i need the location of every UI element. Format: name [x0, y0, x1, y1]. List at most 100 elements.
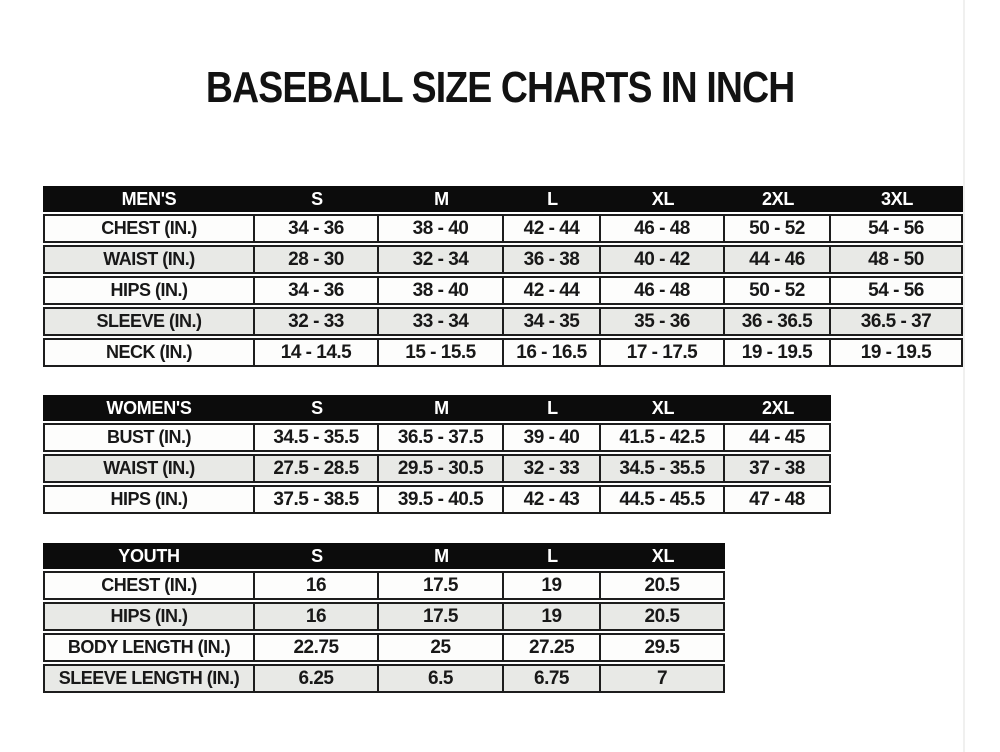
size-value-cell: 6.5 — [379, 664, 504, 693]
size-value-cell: 37.5 - 38.5 — [255, 485, 379, 514]
size-value-cell: 28 - 30 — [255, 245, 379, 274]
page-title: BASEBALL SIZE CHARTS IN INCH — [0, 66, 1000, 110]
table-row: SLEEVE (IN.) 32 - 33 33 - 34 34 - 35 35 - 36… — [43, 307, 963, 336]
youth-size-chart: YOUTH S M L XL CHEST (IN.) 16 17.5 19 20.5 HIPS (I… — [43, 541, 1000, 695]
table-row: BUST (IN.) 34.5 - 35.5 36.5 - 37.5 39 - 40 4… — [43, 423, 831, 452]
size-value-cell: 38 - 40 — [379, 276, 504, 305]
size-value-cell: 44 - 46 — [725, 245, 831, 274]
size-column-header: L — [504, 186, 601, 212]
tables-area: MEN'S S M L XL 2XL 3XL CHEST (IN.) 34 - 36 38 - 4… — [43, 184, 1000, 695]
size-value-cell: 38 - 40 — [379, 214, 504, 243]
size-value-cell: 36.5 - 37 — [831, 307, 963, 336]
row-label-cell: HIPS (IN.) — [43, 276, 255, 305]
size-column-header: S — [255, 395, 379, 421]
row-label-cell: WAIST (IN.) — [43, 245, 255, 274]
size-column-header: M — [379, 186, 504, 212]
row-label-cell: CHEST (IN.) — [43, 571, 255, 600]
table-group-header: WOMEN'S — [43, 395, 255, 421]
size-column-header: 2XL — [725, 186, 831, 212]
row-label-cell: HIPS (IN.) — [43, 602, 255, 631]
size-value-cell: 42 - 44 — [504, 276, 601, 305]
size-value-cell: 34 - 36 — [255, 214, 379, 243]
table-row: SLEEVE LENGTH (IN.) 6.25 6.5 6.75 7 — [43, 664, 725, 693]
page-title-text: BASEBALL SIZE CHARTS IN INCH — [205, 63, 795, 112]
size-column-header: XL — [601, 395, 725, 421]
size-table: WOMEN'S S M L XL 2XL BUST (IN.) 34.5 - 35.5 36.5… — [43, 393, 831, 516]
size-value-cell: 19 — [504, 602, 601, 631]
table-row: BODY LENGTH (IN.) 22.75 25 27.25 29.5 — [43, 633, 725, 662]
size-value-cell: 34.5 - 35.5 — [601, 454, 725, 483]
table-row: NECK (IN.) 14 - 14.5 15 - 15.5 16 - 16.5 17 … — [43, 338, 963, 367]
table-row: CHEST (IN.) 34 - 36 38 - 40 42 - 44 46 - 48 5… — [43, 214, 963, 243]
size-value-cell: 20.5 — [601, 602, 725, 631]
mens-size-chart: MEN'S S M L XL 2XL 3XL CHEST (IN.) 34 - 36 38 - 4… — [43, 184, 1000, 369]
size-column-header: XL — [601, 543, 725, 569]
size-value-cell: 44.5 - 45.5 — [601, 485, 725, 514]
size-value-cell: 36 - 38 — [504, 245, 601, 274]
row-label-cell: SLEEVE (IN.) — [43, 307, 255, 336]
row-label-cell: BUST (IN.) — [43, 423, 255, 452]
size-value-cell: 27.5 - 28.5 — [255, 454, 379, 483]
size-value-cell: 17 - 17.5 — [601, 338, 725, 367]
size-value-cell: 16 — [255, 571, 379, 600]
row-label-cell: WAIST (IN.) — [43, 454, 255, 483]
size-value-cell: 22.75 — [255, 633, 379, 662]
size-value-cell: 39 - 40 — [504, 423, 601, 452]
size-column-header: M — [379, 395, 504, 421]
size-value-cell: 54 - 56 — [831, 276, 963, 305]
size-column-header: M — [379, 543, 504, 569]
table-group-header: MEN'S — [43, 186, 255, 212]
header-row: MEN'S S M L XL 2XL 3XL — [43, 186, 963, 212]
size-value-cell: 32 - 33 — [504, 454, 601, 483]
size-value-cell: 39.5 - 40.5 — [379, 485, 504, 514]
size-value-cell: 44 - 45 — [725, 423, 831, 452]
header-row: YOUTH S M L XL — [43, 543, 725, 569]
row-label-cell: HIPS (IN.) — [43, 485, 255, 514]
size-value-cell: 35 - 36 — [601, 307, 725, 336]
size-value-cell: 17.5 — [379, 602, 504, 631]
size-value-cell: 37 - 38 — [725, 454, 831, 483]
scan-artifact-line — [963, 0, 965, 752]
size-table: MEN'S S M L XL 2XL 3XL CHEST (IN.) 34 - 36 38 - 4… — [43, 184, 963, 369]
size-value-cell: 32 - 33 — [255, 307, 379, 336]
size-column-header: 2XL — [725, 395, 831, 421]
size-value-cell: 41.5 - 42.5 — [601, 423, 725, 452]
size-value-cell: 20.5 — [601, 571, 725, 600]
size-value-cell: 19 - 19.5 — [831, 338, 963, 367]
womens-size-chart: WOMEN'S S M L XL 2XL BUST (IN.) 34.5 - 35.5 36.5… — [43, 393, 1000, 516]
size-column-header: S — [255, 543, 379, 569]
size-value-cell: 54 - 56 — [831, 214, 963, 243]
size-value-cell: 40 - 42 — [601, 245, 725, 274]
size-value-cell: 34 - 35 — [504, 307, 601, 336]
size-value-cell: 7 — [601, 664, 725, 693]
size-column-header: S — [255, 186, 379, 212]
size-value-cell: 19 — [504, 571, 601, 600]
size-value-cell: 29.5 - 30.5 — [379, 454, 504, 483]
row-label-cell: SLEEVE LENGTH (IN.) — [43, 664, 255, 693]
size-table: YOUTH S M L XL CHEST (IN.) 16 17.5 19 20.5 HIPS (I… — [43, 541, 725, 695]
row-label-cell: BODY LENGTH (IN.) — [43, 633, 255, 662]
size-value-cell: 19 - 19.5 — [725, 338, 831, 367]
size-column-header: L — [504, 543, 601, 569]
size-value-cell: 27.25 — [504, 633, 601, 662]
table-row: HIPS (IN.) 34 - 36 38 - 40 42 - 44 46 - 48 50… — [43, 276, 963, 305]
size-value-cell: 50 - 52 — [725, 276, 831, 305]
table-row: CHEST (IN.) 16 17.5 19 20.5 — [43, 571, 725, 600]
size-value-cell: 36.5 - 37.5 — [379, 423, 504, 452]
size-value-cell: 32 - 34 — [379, 245, 504, 274]
size-value-cell: 46 - 48 — [601, 276, 725, 305]
row-label-cell: NECK (IN.) — [43, 338, 255, 367]
table-row: HIPS (IN.) 37.5 - 38.5 39.5 - 40.5 42 - 43 4… — [43, 485, 831, 514]
header-row: WOMEN'S S M L XL 2XL — [43, 395, 831, 421]
table-group-header: YOUTH — [43, 543, 255, 569]
size-value-cell: 25 — [379, 633, 504, 662]
size-value-cell: 42 - 44 — [504, 214, 601, 243]
size-value-cell: 14 - 14.5 — [255, 338, 379, 367]
size-value-cell: 16 — [255, 602, 379, 631]
size-value-cell: 29.5 — [601, 633, 725, 662]
size-value-cell: 50 - 52 — [725, 214, 831, 243]
size-value-cell: 34 - 36 — [255, 276, 379, 305]
size-value-cell: 15 - 15.5 — [379, 338, 504, 367]
size-value-cell: 33 - 34 — [379, 307, 504, 336]
